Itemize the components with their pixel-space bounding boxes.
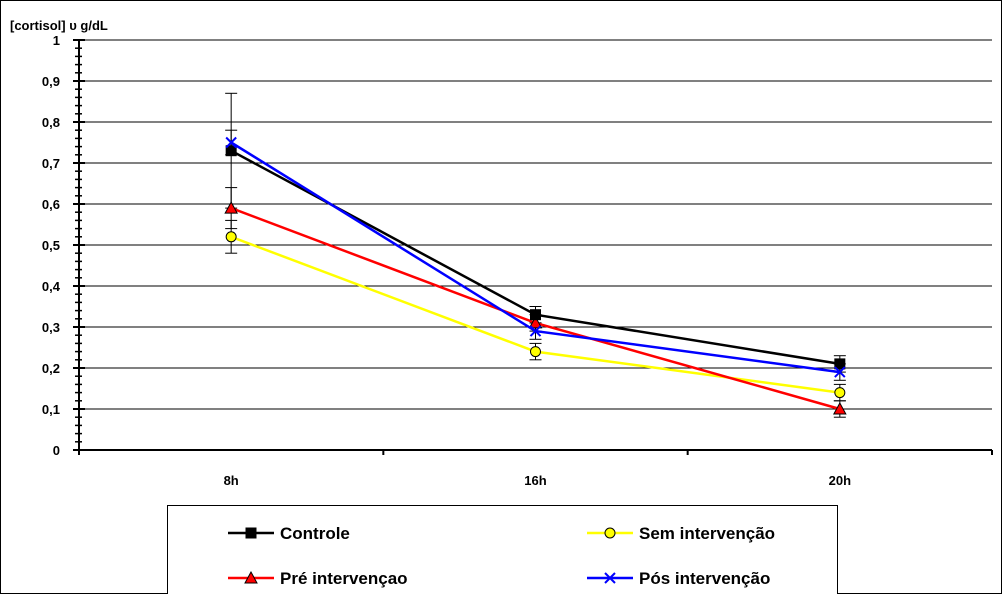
x-marker-stroke (834, 366, 846, 378)
data-point (224, 201, 239, 214)
data-point (225, 145, 237, 157)
axes: 0 0,1 0,2 0,3 0,4 0,5 0,6 0,7 0,8 0,9 1 8h 16h 20h (42, 33, 993, 488)
legend-label: Pós intervenção (639, 569, 770, 588)
y-tick-label: 0 (53, 443, 60, 458)
data-point (529, 325, 542, 337)
y-tick-label: 0,6 (42, 197, 60, 212)
data-point (832, 401, 847, 415)
y-tick-label: 0,5 (42, 238, 60, 253)
legend-label: Controle (280, 524, 350, 543)
data-point (225, 231, 237, 243)
y-tick-label: 0,9 (42, 74, 60, 89)
legend-swatch-marker (244, 570, 258, 584)
legend: Controle Sem intervenção Pré intervençao Pó… (167, 505, 838, 599)
data-point (530, 346, 541, 358)
y-tick-label: 0,3 (42, 320, 60, 335)
y-tick-label: 1 (53, 33, 60, 48)
legend-swatch-marker (604, 572, 616, 584)
data-point (528, 315, 543, 329)
y-tick-label: 0,2 (42, 361, 60, 376)
data-point (834, 366, 846, 378)
x-marker-stroke (225, 136, 237, 149)
legend-label: Pré intervençao (280, 569, 408, 588)
legend-label: Sem intervenção (639, 524, 775, 543)
y-axis-label: [cortisol] υ g/dL (10, 18, 108, 33)
x-tick-label: 16h (524, 473, 546, 488)
series (224, 92, 847, 418)
x-marker-stroke (604, 572, 616, 584)
y-tick-label: 0,7 (42, 156, 60, 171)
data-point (834, 358, 846, 370)
x-marker-stroke (529, 325, 542, 337)
y-tick-label: 0,8 (42, 115, 60, 130)
data-point (225, 136, 237, 149)
legend-box (167, 505, 838, 599)
data-point (530, 309, 541, 321)
x-tick-label: 8h (224, 473, 239, 488)
legend-swatch-marker (604, 527, 616, 539)
y-tick-label: 0,4 (42, 279, 61, 294)
legend-swatch-marker (245, 527, 257, 539)
x-tick-label: 20h (829, 473, 851, 488)
data-point (834, 387, 846, 399)
y-tick-label: 0,1 (42, 402, 60, 417)
